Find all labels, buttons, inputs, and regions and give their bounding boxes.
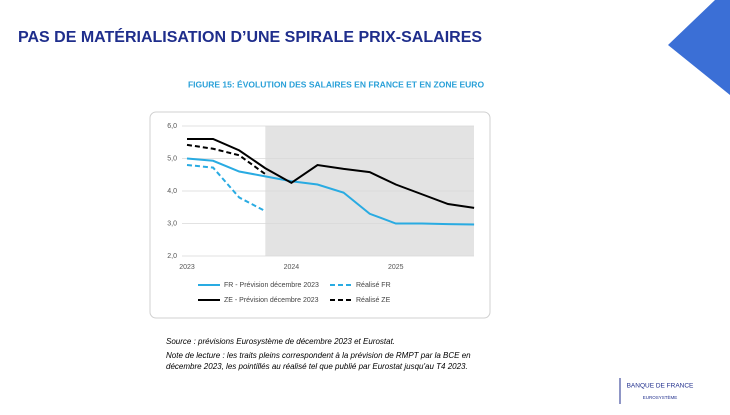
corner-decoration xyxy=(668,0,730,95)
y-tick-label: 4,0 xyxy=(167,188,177,195)
logo: BANQUE DE FRANCE xyxy=(627,383,694,390)
logo-sub: EUROSYSTÈME xyxy=(643,394,678,400)
x-tick-label: 2024 xyxy=(284,264,300,271)
legend-label: FR - Prévision décembre 2023 xyxy=(224,282,319,289)
y-tick-label: 3,0 xyxy=(167,220,177,227)
x-tick-label: 2023 xyxy=(179,264,195,271)
y-tick-label: 6,0 xyxy=(167,123,177,130)
series-line xyxy=(187,138,475,209)
source: Source : prévisions Eurosystème de décem… xyxy=(166,337,395,346)
note: Note de lecture : les traits pleins corr… xyxy=(166,351,471,360)
series-line xyxy=(186,157,475,226)
chart-title: FIGURE 15: ÉVOLUTION DES SALAIRES EN FRA… xyxy=(188,79,485,89)
legend-label: ZE - Prévision décembre 2023 xyxy=(224,297,319,304)
x-tick-label: 2025 xyxy=(388,264,404,271)
legend-label: Réalisé ZE xyxy=(356,297,391,304)
legend-label: Réalisé FR xyxy=(356,282,391,289)
y-tick-label: 5,0 xyxy=(167,155,177,162)
chart-frame xyxy=(149,111,491,319)
y-tick-label: 2,0 xyxy=(167,253,177,260)
slide-title: PAS DE MATÉRIALISATION D’UNE SPIRALE PRI… xyxy=(18,27,482,46)
series-line xyxy=(186,164,266,213)
note: décembre 2023, les pointillés au réalisé… xyxy=(166,362,468,371)
